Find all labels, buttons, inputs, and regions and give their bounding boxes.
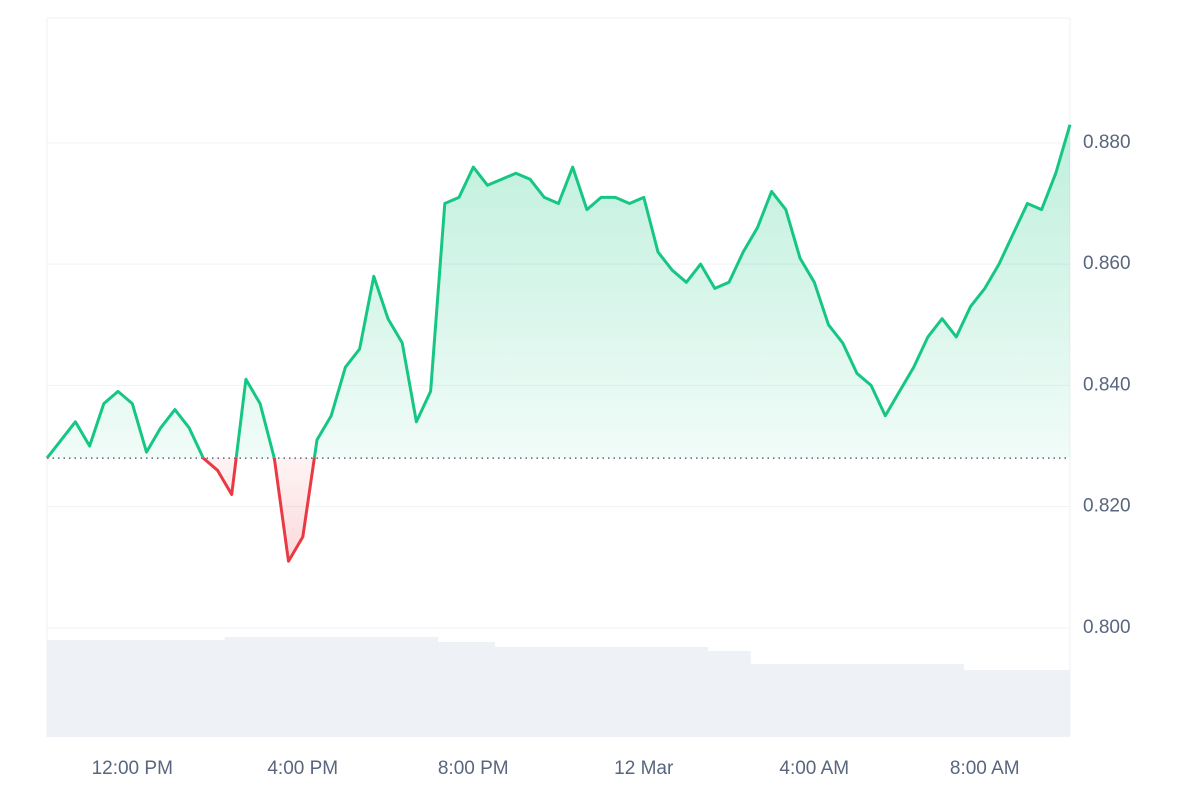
x-tick-label: 4:00 PM bbox=[267, 758, 338, 779]
volume-bar bbox=[650, 647, 666, 737]
volume-bar bbox=[82, 640, 98, 737]
volume-bar bbox=[821, 664, 837, 737]
x-tick-label: 12:00 PM bbox=[92, 758, 173, 779]
volume-bar bbox=[1020, 670, 1035, 737]
volume-bar bbox=[366, 637, 382, 737]
volume-bar bbox=[96, 640, 112, 737]
volume-bar bbox=[110, 640, 126, 737]
volume-bar bbox=[380, 637, 396, 737]
volume-bar bbox=[963, 670, 979, 737]
volume-bar bbox=[892, 664, 908, 737]
volume-bar bbox=[1006, 670, 1021, 737]
volume-bar bbox=[395, 637, 410, 737]
volume-bar bbox=[522, 647, 538, 737]
volume-bar bbox=[977, 670, 993, 737]
volume-bar bbox=[352, 637, 368, 737]
volume-bar bbox=[807, 664, 822, 737]
volume-bar bbox=[849, 664, 865, 737]
volume-bar bbox=[409, 637, 425, 737]
volume-bar bbox=[764, 664, 780, 737]
volume-bar bbox=[949, 664, 964, 737]
volume-bar bbox=[338, 637, 353, 737]
volume-bar bbox=[324, 637, 339, 737]
volume-bar bbox=[210, 640, 226, 737]
volume-bar bbox=[295, 637, 311, 737]
price-line bbox=[45, 124, 1072, 563]
volume-bar bbox=[991, 670, 1007, 737]
volume-bar bbox=[565, 647, 581, 737]
volume-bar bbox=[665, 647, 680, 737]
volume-bar bbox=[863, 664, 879, 737]
volume-bar bbox=[309, 637, 325, 737]
volume-bar bbox=[679, 647, 694, 737]
volume-bar bbox=[47, 640, 55, 737]
volume-bar bbox=[494, 647, 510, 737]
volume-bar bbox=[451, 642, 467, 737]
volume-bar bbox=[167, 640, 183, 737]
volume-bar bbox=[466, 642, 481, 737]
x-tick-label: 8:00 PM bbox=[438, 758, 509, 779]
area bbox=[47, 124, 1070, 562]
volume-bar bbox=[437, 642, 453, 737]
volume-bar bbox=[878, 664, 893, 737]
volume-bar bbox=[537, 647, 552, 737]
volume-bar bbox=[181, 640, 197, 737]
volume-bar bbox=[750, 664, 766, 737]
volume-bar bbox=[622, 647, 638, 737]
volume-bar bbox=[1034, 670, 1050, 737]
volume-bar bbox=[153, 640, 169, 737]
volume-bar bbox=[1062, 670, 1071, 737]
volume-bar bbox=[125, 640, 140, 737]
volume-bar bbox=[54, 640, 69, 737]
volume-bar bbox=[579, 647, 595, 737]
volume-bar bbox=[423, 637, 439, 737]
volume-bar bbox=[508, 647, 524, 737]
x-tick-label: 12 Mar bbox=[614, 758, 674, 779]
volume-bar bbox=[224, 637, 240, 737]
volume-bar bbox=[281, 637, 297, 737]
volume-bar bbox=[139, 640, 155, 737]
volume-bar bbox=[608, 647, 623, 737]
volume-bar bbox=[721, 651, 737, 737]
volume-bar bbox=[693, 647, 709, 737]
x-tick-label: 8:00 AM bbox=[950, 758, 1020, 779]
y-tick-label: 0.840 bbox=[1083, 374, 1131, 395]
y-tick-label: 0.860 bbox=[1083, 253, 1131, 274]
volume-bar bbox=[594, 647, 609, 737]
volume-bar bbox=[707, 651, 723, 737]
volume-bar bbox=[1048, 670, 1064, 737]
volume-bar bbox=[778, 664, 794, 737]
y-tick-label: 0.800 bbox=[1083, 617, 1131, 638]
volume-bar bbox=[253, 637, 268, 737]
volume-bar bbox=[267, 637, 282, 737]
volume-bar bbox=[906, 664, 922, 737]
volume-bar bbox=[935, 664, 950, 737]
volume-bar bbox=[736, 651, 751, 737]
volume-bar bbox=[636, 647, 652, 737]
y-tick-label: 0.880 bbox=[1083, 132, 1131, 153]
volume-bar bbox=[792, 664, 808, 737]
volume-bar bbox=[196, 640, 211, 737]
volume-bar bbox=[238, 637, 254, 737]
volume-bar bbox=[480, 642, 496, 737]
volume-bar bbox=[551, 647, 567, 737]
volume-bar bbox=[835, 664, 851, 737]
x-tick-label: 4:00 AM bbox=[779, 758, 849, 779]
volume-bar bbox=[920, 664, 936, 737]
volume-bar bbox=[68, 640, 84, 737]
y-tick-label: 0.820 bbox=[1083, 496, 1131, 517]
